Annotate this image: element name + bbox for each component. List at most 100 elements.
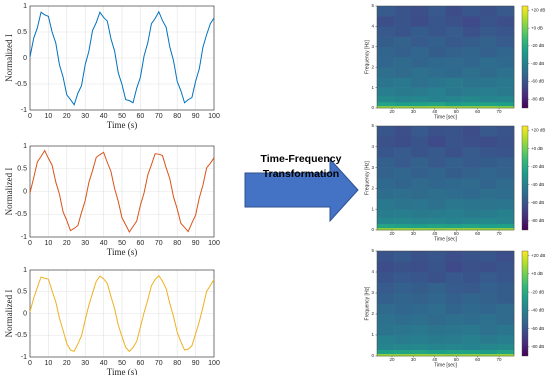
- y-tick-label: 5: [371, 248, 374, 253]
- heat-cell: [445, 343, 463, 350]
- x-tick-label: 50: [454, 357, 460, 362]
- heat-cell: [445, 178, 463, 189]
- heat-cell: [445, 36, 463, 48]
- heat-cell: [496, 293, 515, 304]
- heat-cell: [462, 272, 481, 283]
- heat-cell: [479, 293, 498, 304]
- heat-cell: [428, 209, 446, 218]
- heat-cell: [377, 227, 395, 231]
- data-line: [29, 10, 215, 106]
- heat-cell: [411, 261, 429, 273]
- heat-cell: [445, 136, 463, 148]
- heat-cell: [496, 324, 515, 336]
- colorbar-tick-label: -40 dB: [531, 61, 544, 66]
- x-tick-label: 10: [45, 113, 53, 120]
- heat-cell: [445, 146, 463, 158]
- heat-cell: [377, 16, 395, 27]
- heat-cell: [428, 261, 446, 273]
- x-tick-label: 70: [155, 360, 163, 367]
- heat-cell: [445, 314, 463, 325]
- heat-cell: [479, 105, 498, 109]
- heat-cell: [377, 6, 395, 17]
- heat-cell: [377, 36, 395, 48]
- heat-cell: [479, 353, 498, 357]
- y-tick-label: -0.5: [15, 81, 27, 88]
- y-tick-label: 3: [371, 290, 374, 295]
- y-tick-label: 0.5: [17, 289, 27, 296]
- colorbar: [521, 125, 529, 231]
- heat-cell: [479, 67, 498, 78]
- heat-cell: [462, 67, 481, 78]
- heat-cell: [394, 293, 412, 304]
- heat-cell: [462, 314, 481, 325]
- heat-cell: [411, 324, 429, 336]
- y-tick-label: 0: [371, 227, 374, 232]
- x-axis-label: Time [sec]: [434, 114, 457, 120]
- x-tick-label: 60: [475, 109, 481, 114]
- y-tick-label: 1: [371, 85, 374, 90]
- colorbar-tick-label: -60 dB: [531, 326, 544, 331]
- heat-cell: [377, 157, 395, 168]
- x-tick-label: 100: [208, 240, 220, 247]
- axes-frame: [376, 5, 515, 109]
- heat-cell: [479, 146, 498, 158]
- heat-cell: [445, 349, 463, 355]
- heat-cell: [462, 36, 481, 48]
- heat-cell: [496, 335, 515, 344]
- y-tick-label: 1: [23, 267, 27, 274]
- heat-cell: [462, 95, 481, 103]
- heat-cell: [479, 136, 498, 148]
- y-axis-label: Normalized I: [4, 34, 14, 82]
- heat-cell: [496, 46, 515, 58]
- heat-cell: [411, 217, 429, 225]
- heat-cell: [479, 77, 498, 88]
- heat-cell: [394, 324, 412, 336]
- heat-cell: [496, 26, 515, 37]
- heat-cell: [377, 349, 395, 355]
- x-tick-label: 80: [173, 360, 181, 367]
- heat-cell: [445, 261, 463, 273]
- heat-cell: [462, 77, 481, 88]
- heat-cell: [428, 217, 446, 225]
- heat-cell: [411, 349, 429, 355]
- heat-cell: [428, 136, 446, 148]
- heat-cell: [462, 349, 481, 355]
- axes-frame: [29, 269, 215, 358]
- heat-cell: [479, 26, 498, 37]
- heat-cell: [394, 343, 412, 350]
- heat-cell: [394, 6, 412, 17]
- heat-cell: [462, 217, 481, 225]
- heat-cell: [411, 335, 429, 344]
- x-tick-label: 30: [411, 231, 417, 236]
- x-tick-label: 20: [389, 357, 395, 362]
- x-tick-label: 70: [497, 109, 503, 114]
- heat-cell: [479, 167, 498, 179]
- heat-cell: [496, 6, 515, 17]
- heat-cell: [428, 227, 446, 231]
- heat-cell: [428, 26, 446, 37]
- heat-cell: [445, 126, 463, 137]
- heat-cell: [394, 105, 412, 109]
- annotation-text: Transformation: [263, 168, 339, 180]
- heat-cell: [445, 26, 463, 37]
- colorbar-tick-label: -20 dB: [531, 289, 544, 294]
- heat-cell: [496, 343, 515, 350]
- colorbar: [521, 250, 529, 357]
- heat-cell: [445, 46, 463, 58]
- heat-cell: [479, 314, 498, 325]
- heat-cell: [479, 272, 498, 283]
- colorbar-tick-label: -40 dB: [531, 308, 544, 313]
- heat-cell: [411, 251, 429, 262]
- heat-cell: [462, 303, 481, 315]
- heat-cell: [462, 26, 481, 37]
- heat-cell: [445, 77, 463, 88]
- heat-cell: [428, 77, 446, 88]
- heat-cell: [411, 16, 429, 27]
- heat-cell: [394, 126, 412, 137]
- heat-cell: [445, 67, 463, 78]
- colorbar-tick-label: +20 dB: [531, 8, 545, 13]
- y-tick-label: 1: [371, 206, 374, 211]
- heat-cell: [428, 349, 446, 355]
- heat-cell: [479, 217, 498, 225]
- heat-cell: [462, 57, 481, 68]
